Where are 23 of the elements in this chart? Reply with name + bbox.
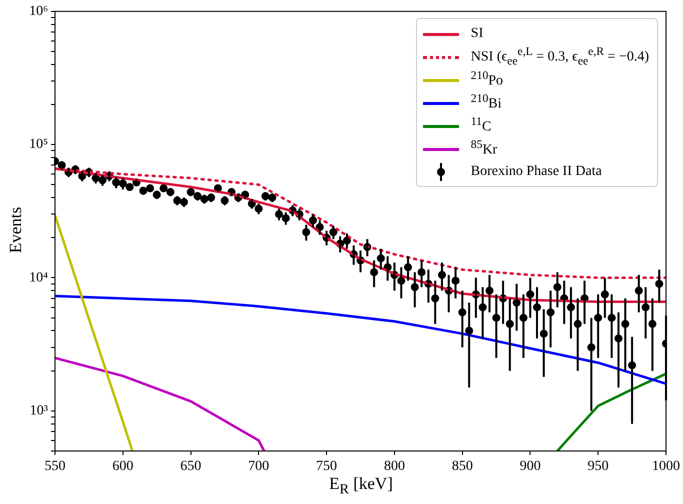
y-axis-title: Events [6, 206, 26, 254]
x-tick-label: 850 [452, 459, 473, 474]
y-tick-label: 10⁵ [29, 137, 48, 152]
legend-label: $^{85}$Kr [470, 138, 498, 159]
legend-label: SI [470, 26, 484, 42]
y-tick-label: 10⁶ [29, 4, 48, 20]
legend-label: $^{210}$Bi [470, 92, 502, 113]
legend-label: NSI (ϵ$_{ee}$$^{e,L}$ = 0.3, ϵ$_{ee}$$^{e,R}$ = −0.4) [470, 45, 649, 68]
legend-label: $^{11}$C [470, 115, 492, 136]
x-tick-label: 900 [520, 459, 541, 474]
x-tick-label: 1000 [652, 459, 680, 474]
x-axis-title: E$_{R}$ [keV] [329, 474, 393, 498]
x-tick-label: 750 [316, 459, 338, 474]
x-tick-label: 550 [44, 459, 66, 474]
x-tick-label: 600 [112, 459, 134, 474]
x-tick-label: 800 [384, 459, 405, 474]
y-tick-label: 10⁴ [29, 270, 48, 286]
y-tick-label: 10³ [30, 404, 48, 419]
x-tick-label: 950 [588, 459, 609, 474]
x-tick-label: 650 [180, 459, 202, 474]
legend-label: Borexino Phase II Data [470, 164, 602, 180]
x-tick-label: 700 [248, 459, 270, 474]
legend-label: $^{210}$Po [470, 69, 504, 90]
